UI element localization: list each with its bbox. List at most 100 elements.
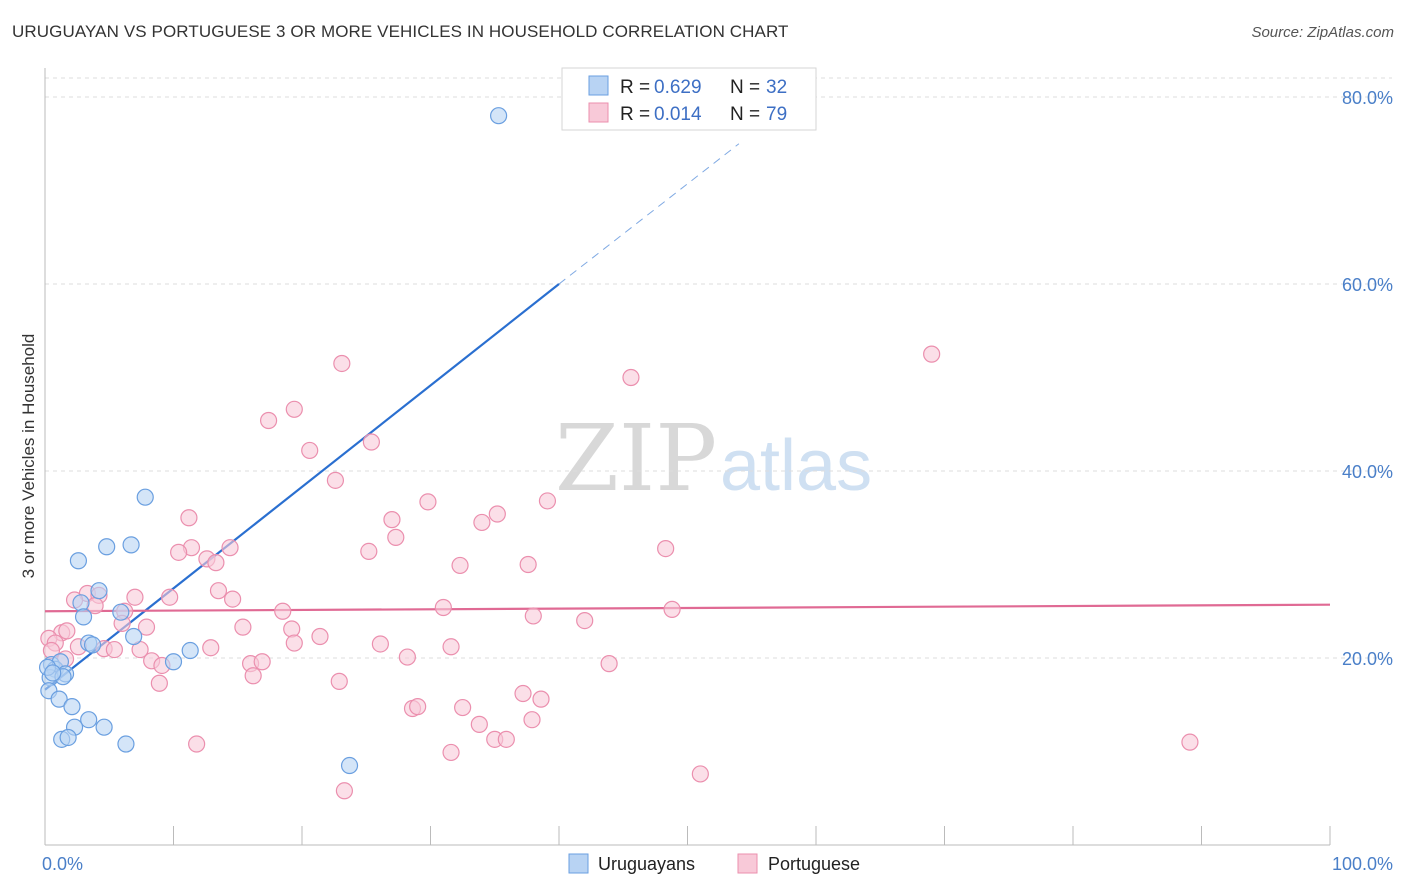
point-portuguese-66 [514,684,532,703]
point-portuguese-40 [234,618,252,636]
point-portuguese-12 [383,511,401,529]
point-portuguese-30 [224,590,242,608]
point-uruguayans-3 [98,538,116,556]
bottom-legend-swatch-uruguayans [568,853,589,874]
point-portuguese-64 [330,672,348,690]
point-portuguese-14 [387,528,405,546]
x-tick-label-min: 0.0% [42,854,83,874]
trend-line-uruguayans-extension [558,143,740,285]
point-portuguese-76 [442,743,460,762]
point-portuguese-71 [523,711,541,729]
point-portuguese-13 [473,513,491,532]
point-portuguese-2 [622,368,640,387]
point-portuguese-75 [188,735,206,753]
point-portuguese-35 [524,607,542,625]
point-uruguayans-27 [59,728,77,747]
point-uruguayans-8 [112,603,130,621]
point-portuguese-19 [657,540,675,558]
point-portuguese-18 [360,542,378,561]
point-portuguese-6 [301,441,319,460]
point-portuguese-69 [409,698,427,716]
point-portuguese-54 [442,638,460,656]
bottom-legend-label-uruguayans: Uruguayans [598,854,695,874]
point-portuguese-23 [519,555,537,574]
point-portuguese-51 [202,639,220,657]
point-portuguese-52 [285,634,303,652]
y-axis-label: 3 or more Vehicles in Household [19,334,38,579]
point-portuguese-70 [454,698,472,717]
point-uruguayans-31 [44,664,62,682]
point-uruguayans-28 [117,735,135,753]
point-portuguese-24 [209,582,228,600]
point-portuguese-42 [311,627,329,646]
point-uruguayans-5 [90,582,108,600]
legend-r-value-1: 0.629 [654,77,702,98]
point-portuguese-4 [259,411,278,430]
watermark-zip: ZIP [555,405,717,512]
data-points [38,107,1199,800]
y-tick-label-20: 20.0% [1342,649,1393,669]
y-tick-label-60: 60.0% [1342,275,1393,295]
point-portuguese-67 [532,690,550,708]
point-uruguayans-6 [72,594,90,612]
legend-n-label-1: N = [730,77,760,98]
y-tick-label-40: 40.0% [1342,462,1393,482]
legend-r-label-2: R = [620,104,650,125]
point-portuguese-21 [207,554,225,572]
point-portuguese-77 [691,765,709,783]
point-uruguayans-29 [340,756,359,775]
point-portuguese-27 [161,588,179,606]
point-portuguese-74 [497,730,515,748]
point-uruguayans-7 [74,608,93,626]
point-portuguese-60 [253,653,271,671]
point-portuguese-0 [923,345,941,363]
y-tick-label-80: 80.0% [1342,88,1393,108]
bottom-legend-label-portuguese: Portuguese [768,854,860,874]
point-portuguese-25 [126,588,144,606]
grid-lines [45,77,1392,659]
legend-swatch-portuguese [588,102,609,123]
chart-source: Source: ZipAtlas.com [1251,24,1394,41]
point-uruguayans-0 [490,107,508,125]
legend-n-value-2: 79 [766,104,787,125]
point-uruguayans-10 [83,636,102,654]
watermark-atlas: atlas [720,426,872,506]
legend-swatch-uruguayans [588,75,609,96]
point-portuguese-7 [326,471,345,489]
point-portuguese-62 [600,655,618,673]
point-uruguayans-13 [164,653,183,671]
point-portuguese-9 [538,492,557,510]
point-portuguese-44 [58,622,76,640]
point-portuguese-79 [335,782,354,800]
point-portuguese-37 [663,600,681,618]
point-portuguese-41 [283,620,301,638]
point-portuguese-22 [451,556,469,575]
point-portuguese-17 [170,543,188,561]
point-portuguese-5 [362,433,380,451]
point-uruguayans-25 [95,718,113,736]
point-portuguese-34 [434,598,452,617]
point-uruguayans-1 [136,488,154,506]
point-portuguese-16 [221,539,239,557]
bottom-legend-swatch-portuguese [737,853,758,874]
point-portuguese-33 [274,602,292,620]
point-uruguayans-12 [181,641,199,660]
axes: 20.0% 40.0% 60.0% 80.0% 0.0% 100.0% [42,68,1393,874]
point-portuguese-3 [285,400,303,418]
point-portuguese-10 [180,509,198,527]
point-portuguese-65 [150,674,168,692]
trend-lines [44,143,1331,691]
point-portuguese-53 [371,635,389,653]
point-uruguayans-23 [80,711,98,729]
point-portuguese-11 [488,505,506,523]
point-uruguayans-22 [63,698,81,716]
point-portuguese-36 [576,611,594,630]
point-uruguayans-4 [69,552,88,570]
point-uruguayans-2 [122,536,140,554]
trend-line-uruguayans [44,283,560,691]
stats-legend: R = 0.629 N = 32 R = 0.014 N = 79 [561,67,817,131]
point-portuguese-78 [1181,733,1199,751]
legend-r-value-2: 0.014 [654,104,702,125]
legend-n-value-1: 32 [766,77,787,98]
